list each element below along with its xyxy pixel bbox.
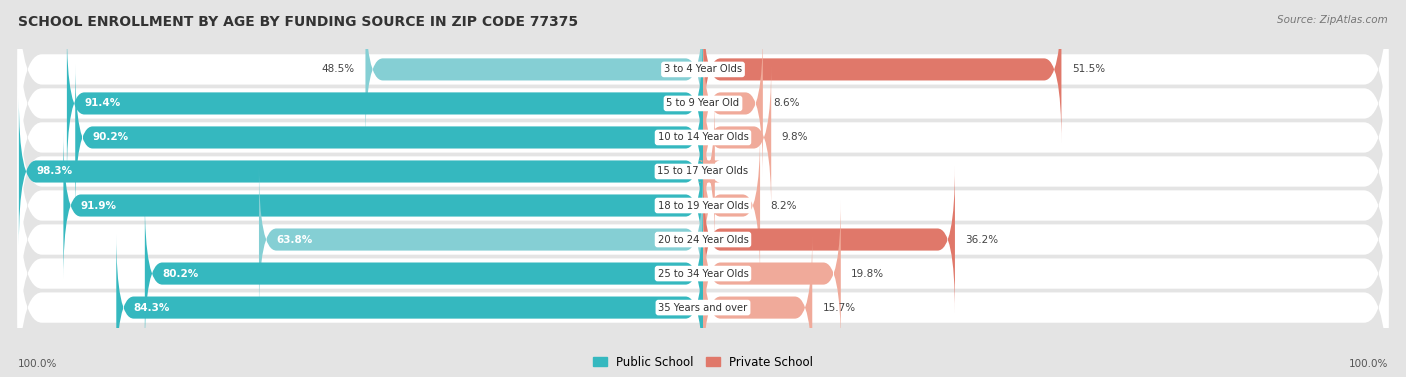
FancyBboxPatch shape — [366, 0, 703, 143]
Text: 100.0%: 100.0% — [1348, 359, 1388, 369]
FancyBboxPatch shape — [703, 63, 772, 211]
FancyBboxPatch shape — [18, 98, 703, 245]
FancyBboxPatch shape — [697, 98, 720, 245]
Text: 51.5%: 51.5% — [1071, 64, 1105, 74]
Text: 8.6%: 8.6% — [773, 98, 800, 109]
Text: 9.8%: 9.8% — [782, 132, 808, 143]
Text: 90.2%: 90.2% — [93, 132, 129, 143]
Text: SCHOOL ENROLLMENT BY AGE BY FUNDING SOURCE IN ZIP CODE 77375: SCHOOL ENROLLMENT BY AGE BY FUNDING SOUR… — [18, 15, 578, 29]
Text: 19.8%: 19.8% — [851, 268, 884, 279]
FancyBboxPatch shape — [703, 0, 1062, 143]
FancyBboxPatch shape — [17, 101, 1389, 310]
FancyBboxPatch shape — [117, 234, 703, 377]
Text: Source: ZipAtlas.com: Source: ZipAtlas.com — [1277, 15, 1388, 25]
Text: 25 to 34 Year Olds: 25 to 34 Year Olds — [658, 268, 748, 279]
Text: 8.2%: 8.2% — [770, 201, 797, 210]
FancyBboxPatch shape — [17, 0, 1389, 207]
Text: 10 to 14 Year Olds: 10 to 14 Year Olds — [658, 132, 748, 143]
FancyBboxPatch shape — [17, 204, 1389, 377]
Text: 91.4%: 91.4% — [84, 98, 121, 109]
FancyBboxPatch shape — [17, 67, 1389, 276]
FancyBboxPatch shape — [67, 29, 703, 178]
Text: 36.2%: 36.2% — [966, 234, 998, 245]
Text: 35 Years and over: 35 Years and over — [658, 303, 748, 313]
FancyBboxPatch shape — [145, 199, 703, 348]
Text: 98.3%: 98.3% — [37, 167, 72, 176]
FancyBboxPatch shape — [703, 199, 841, 348]
FancyBboxPatch shape — [259, 166, 703, 314]
FancyBboxPatch shape — [703, 29, 763, 178]
FancyBboxPatch shape — [63, 132, 703, 279]
Text: 15 to 17 Year Olds: 15 to 17 Year Olds — [658, 167, 748, 176]
Text: 91.9%: 91.9% — [80, 201, 117, 210]
Text: 84.3%: 84.3% — [134, 303, 170, 313]
Text: 48.5%: 48.5% — [322, 64, 354, 74]
FancyBboxPatch shape — [17, 170, 1389, 377]
FancyBboxPatch shape — [703, 166, 955, 314]
Text: 3 to 4 Year Olds: 3 to 4 Year Olds — [664, 64, 742, 74]
FancyBboxPatch shape — [76, 63, 703, 211]
Text: 80.2%: 80.2% — [162, 268, 198, 279]
Text: 100.0%: 100.0% — [18, 359, 58, 369]
FancyBboxPatch shape — [703, 234, 813, 377]
Text: 1.7%: 1.7% — [725, 167, 752, 176]
Text: 15.7%: 15.7% — [823, 303, 856, 313]
FancyBboxPatch shape — [17, 136, 1389, 343]
Legend: Public School, Private School: Public School, Private School — [588, 351, 818, 373]
Text: 18 to 19 Year Olds: 18 to 19 Year Olds — [658, 201, 748, 210]
FancyBboxPatch shape — [17, 0, 1389, 173]
Text: 20 to 24 Year Olds: 20 to 24 Year Olds — [658, 234, 748, 245]
FancyBboxPatch shape — [703, 132, 761, 279]
FancyBboxPatch shape — [17, 34, 1389, 241]
Text: 5 to 9 Year Old: 5 to 9 Year Old — [666, 98, 740, 109]
Text: 63.8%: 63.8% — [277, 234, 312, 245]
